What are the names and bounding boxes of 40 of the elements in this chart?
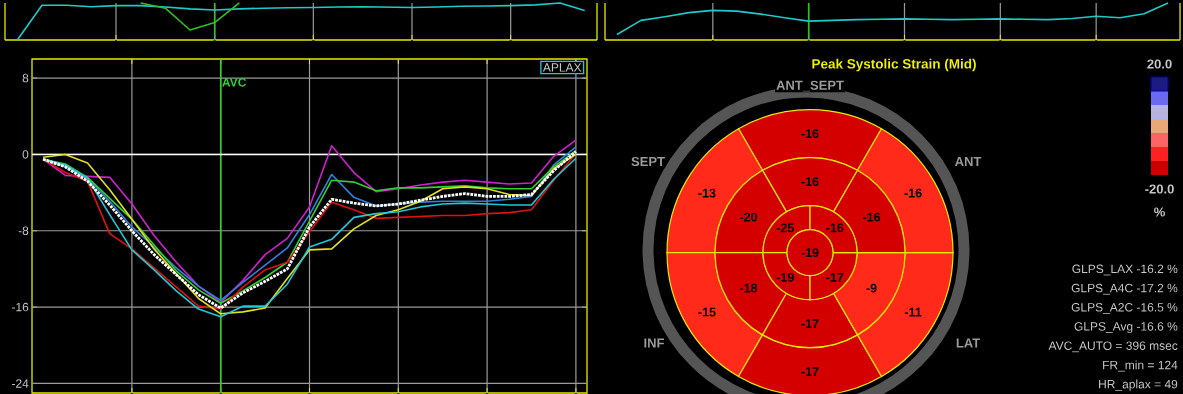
text: SEPT [631, 156, 665, 167]
text: -16 [801, 177, 819, 187]
text: Peak Systolic Strain (Mid) [812, 58, 976, 72]
annotation: APLAX [542, 63, 582, 72]
text: INF [644, 338, 665, 348]
text: -11 [904, 307, 922, 317]
text: ANT [954, 157, 982, 166]
text: -19 [801, 248, 819, 258]
text: -13 [698, 188, 716, 198]
text: AVC_AUTO = 396 msec [1048, 341, 1178, 353]
text: GLPS_A2C -16.5 % [1071, 303, 1178, 314]
y-tick-label: -16 [11, 302, 29, 312]
y-tick-label: -8 [18, 226, 29, 236]
text: 20.0 [1147, 59, 1172, 69]
text: -19 [776, 272, 794, 282]
text: GLPS_LAX -16.2 % [1072, 264, 1178, 276]
y-tick-label: 0 [22, 150, 29, 159]
y-tick-label: -24 [11, 379, 29, 388]
text: LAT [956, 338, 981, 348]
text: % [1154, 207, 1165, 217]
text: -18 [739, 283, 758, 293]
text: -17 [801, 319, 819, 328]
annotation: AVC [222, 78, 247, 87]
text: -17 [801, 367, 819, 376]
text: -15 [698, 307, 716, 317]
text: -25 [776, 223, 794, 233]
text: -16 [862, 212, 881, 222]
text: GLPS_Avg -16.6 % [1074, 322, 1178, 334]
text: FR_min = 124 [1103, 360, 1178, 372]
text: -16 [826, 223, 844, 233]
text: -17 [826, 273, 844, 282]
text: -9 [866, 283, 877, 293]
y-tick-label: 8 [22, 73, 29, 83]
text: ANT_SEPT [776, 80, 844, 92]
text: -16 [801, 129, 819, 139]
text: HR_aplax = 49 [1099, 379, 1178, 391]
text: GLPS_A4C -17.2 % [1071, 283, 1178, 295]
text: -20.0 [1145, 184, 1174, 194]
text: -16 [904, 188, 922, 198]
text: -20 [739, 212, 758, 222]
